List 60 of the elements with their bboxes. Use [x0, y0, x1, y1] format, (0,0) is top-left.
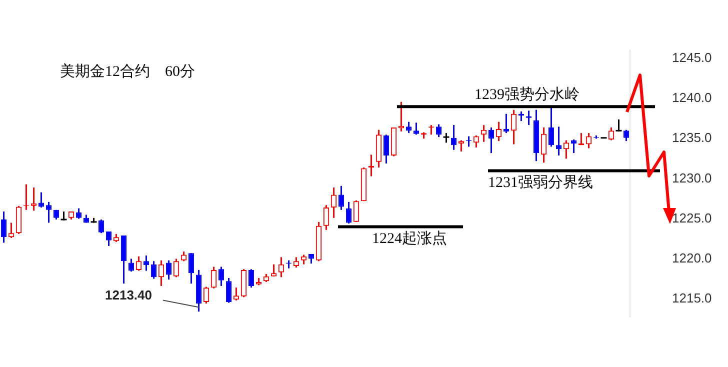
candlestick — [270, 264, 277, 278]
candlestick — [442, 132, 450, 144]
ref-line-label: 1231强弱分界线 — [488, 174, 593, 192]
candlestick — [398, 101, 404, 132]
y-tick-label: 1230.0 — [672, 170, 712, 186]
candlestick — [458, 140, 464, 152]
y-tick-label: 1215.0 — [672, 290, 712, 306]
candlestick — [180, 250, 187, 262]
candlestick — [8, 222, 14, 239]
candlestick — [203, 286, 210, 304]
candlestick — [226, 277, 232, 304]
candlestick — [563, 140, 570, 160]
y-tick-label: 1240.0 — [672, 90, 712, 106]
candlestick — [293, 256, 300, 268]
candlestick — [173, 258, 180, 278]
candlestick — [540, 126, 547, 164]
candlestick — [330, 186, 337, 219]
candlestick — [323, 204, 330, 231]
candlestick — [0, 210, 7, 244]
candlestick — [143, 254, 150, 272]
candlestick — [413, 122, 420, 136]
candlestick — [383, 134, 390, 164]
candlestick — [46, 201, 52, 224]
candlestick — [338, 185, 344, 211]
candlestick — [158, 260, 164, 287]
candlestick — [188, 252, 194, 284]
candlestick — [488, 126, 494, 154]
text: 美期金12合约 60分 — [60, 63, 195, 80]
candlestick — [503, 113, 510, 134]
candlestick — [353, 200, 360, 223]
y-tick-label: 1245.0 — [672, 50, 712, 66]
candlestick — [248, 268, 254, 288]
y-tick-label: 1235.0 — [672, 130, 712, 146]
candlestick — [233, 286, 240, 302]
candlestick — [300, 254, 307, 266]
annotation: 1213.40 — [105, 287, 152, 302]
candlestick — [368, 154, 374, 178]
candlestick — [278, 256, 284, 278]
candlestick — [496, 121, 502, 142]
ref-line-label: 1224起涨点 — [372, 230, 447, 248]
candlestick — [578, 132, 584, 146]
candlestick — [615, 118, 622, 132]
candlestick — [518, 110, 524, 122]
candlestick — [150, 260, 157, 280]
candlestick — [346, 201, 352, 224]
candlestick — [510, 109, 517, 146]
candlestick — [120, 234, 127, 284]
candlestick — [406, 121, 412, 134]
candlestick — [98, 218, 104, 234]
candlestick — [450, 124, 457, 151]
candlestick — [38, 192, 44, 208]
candlestick — [166, 260, 172, 280]
candlestick — [210, 266, 217, 290]
candlestick — [556, 126, 562, 156]
y-tick-label: 1225.0 — [672, 210, 712, 226]
candlestick — [548, 106, 554, 148]
candlestick — [30, 186, 37, 212]
ref-line-label: 1239强势分水岭 — [474, 86, 580, 104]
candlestick — [218, 266, 224, 287]
y-tick-label: 1220.0 — [672, 250, 712, 266]
